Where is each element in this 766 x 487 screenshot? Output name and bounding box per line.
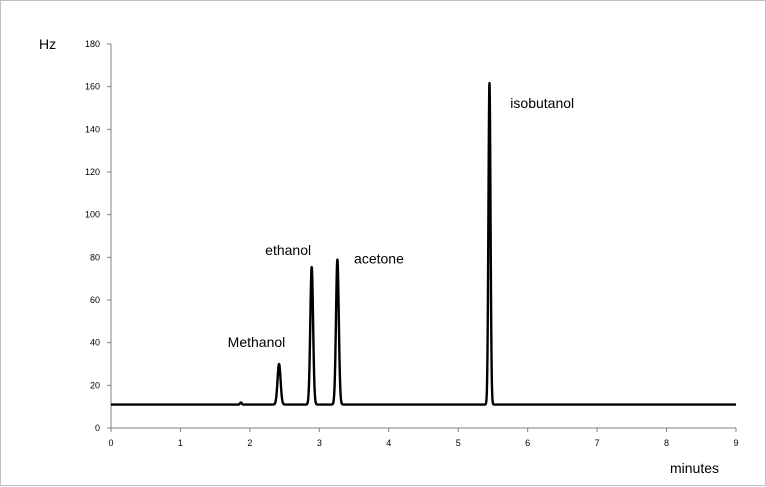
- y-tick-label: 120: [85, 167, 100, 177]
- y-tick-label: 180: [85, 39, 100, 49]
- peak-label: Methanol: [228, 334, 286, 350]
- x-tick-label: 2: [247, 438, 252, 448]
- y-tick-label: 40: [90, 338, 100, 348]
- y-tick-label: 80: [90, 252, 100, 262]
- y-tick-label: 140: [85, 124, 100, 134]
- y-tick-label: 160: [85, 82, 100, 92]
- x-axis-title: minutes: [670, 460, 719, 476]
- x-tick-label: 8: [664, 438, 669, 448]
- y-tick-label: 60: [90, 295, 100, 305]
- annotation-group: Methanol ethanol acetone isobutanol: [228, 95, 574, 350]
- x-axis: 0 1 2 3 4 5 6 7 8 9: [108, 428, 738, 448]
- series-group: [111, 82, 736, 404]
- chromatogram-line: [111, 83, 736, 404]
- peak-label: isobutanol: [510, 95, 574, 111]
- x-tick-label: 6: [525, 438, 530, 448]
- y-tick-label: 100: [85, 210, 100, 220]
- peak-label: acetone: [354, 251, 404, 267]
- y-tick-label: 20: [90, 380, 100, 390]
- x-tick-label: 7: [595, 438, 600, 448]
- x-tick-label: 1: [178, 438, 183, 448]
- y-axis: 0 20 40 60 80 100 120 140 160 180: [85, 39, 111, 433]
- x-tick-label: 9: [733, 438, 738, 448]
- x-tick-label: 3: [317, 438, 322, 448]
- y-axis-title: Hz: [39, 36, 56, 52]
- peak-label: ethanol: [265, 242, 311, 258]
- x-tick-label: 0: [108, 438, 113, 448]
- x-tick-label: 5: [456, 438, 461, 448]
- x-tick-label: 4: [386, 438, 391, 448]
- y-tick-label: 0: [95, 423, 100, 433]
